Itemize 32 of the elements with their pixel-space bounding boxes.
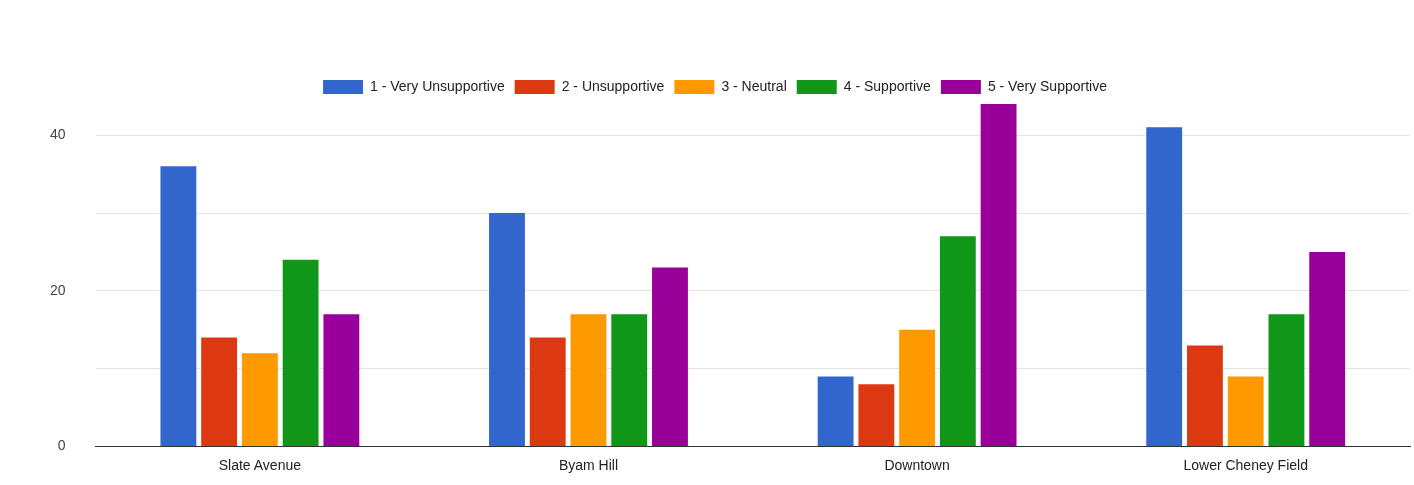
bar	[160, 166, 197, 447]
bar	[1187, 345, 1223, 447]
legend-label: 3 - Neutral	[721, 77, 787, 94]
bar	[529, 337, 566, 447]
legend-label: 4 - Supportive	[843, 77, 932, 94]
bar	[323, 314, 360, 447]
bar	[899, 329, 936, 447]
bar	[489, 213, 525, 447]
bar	[282, 259, 319, 447]
bar	[817, 376, 854, 447]
bar	[1309, 251, 1346, 447]
bar	[1268, 314, 1305, 447]
x-tick-label: Byam Hill	[558, 456, 619, 473]
y-tick-label: 0	[57, 437, 66, 454]
x-tick-label: Lower Cheney Field	[1183, 456, 1308, 473]
bar	[1227, 376, 1264, 447]
y-tick-label: 40	[49, 126, 66, 142]
bar	[611, 314, 648, 447]
legend-label: 1 - Very Unsupportive	[370, 77, 505, 94]
bar	[1146, 127, 1183, 447]
bar	[570, 314, 607, 447]
y-tick-label: 20	[49, 281, 66, 298]
bar	[939, 236, 976, 447]
bar	[241, 353, 278, 447]
legend-label: 5 - Very Supportive	[987, 77, 1108, 94]
bar	[858, 384, 895, 447]
bar	[652, 267, 688, 447]
bar	[980, 104, 1017, 447]
x-tick-label: Downtown	[884, 456, 950, 473]
x-tick-label: Slate Avenue	[218, 456, 302, 473]
legend-label: 2 - Unsupportive	[561, 77, 665, 94]
bar	[201, 337, 238, 447]
